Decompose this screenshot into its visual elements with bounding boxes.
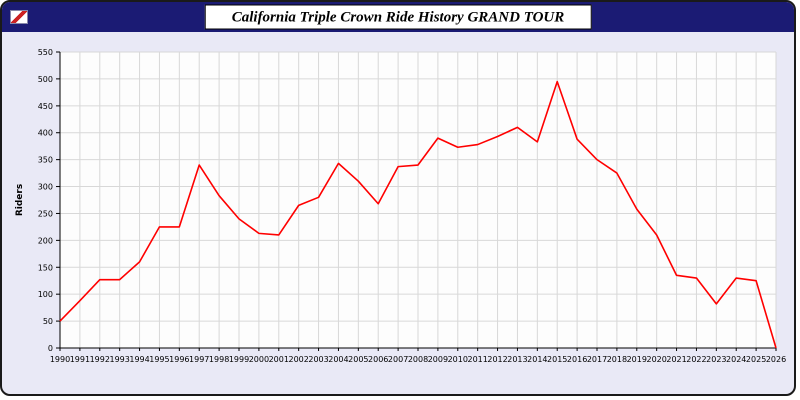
svg-text:2013: 2013 — [507, 355, 527, 364]
svg-text:1994: 1994 — [129, 355, 149, 364]
chart-container: 0 50 100 150 200 250 300 350 400 450 500 550 1990 199… — [2, 32, 794, 392]
svg-text:2021: 2021 — [666, 355, 686, 364]
svg-text:2000: 2000 — [249, 355, 269, 364]
title-bar: California Triple Crown Ride History GRA… — [2, 2, 794, 32]
svg-text:Riders: Riders — [15, 184, 25, 216]
svg-text:1995: 1995 — [149, 355, 169, 364]
svg-text:450: 450 — [38, 102, 53, 111]
svg-text:2012: 2012 — [487, 355, 507, 364]
svg-text:2002: 2002 — [288, 355, 308, 364]
svg-text:150: 150 — [38, 263, 53, 272]
svg-text:2006: 2006 — [368, 355, 388, 364]
svg-text:2003: 2003 — [308, 355, 328, 364]
svg-text:2025: 2025 — [746, 355, 766, 364]
svg-text:400: 400 — [38, 129, 53, 138]
svg-text:2014: 2014 — [527, 355, 547, 364]
svg-text:2008: 2008 — [408, 355, 428, 364]
svg-text:1996: 1996 — [169, 355, 189, 364]
svg-text:2010: 2010 — [448, 355, 468, 364]
svg-text:2015: 2015 — [547, 355, 567, 364]
svg-text:2020: 2020 — [646, 355, 666, 364]
svg-text:2026: 2026 — [766, 355, 786, 364]
svg-text:2017: 2017 — [587, 355, 607, 364]
svg-text:200: 200 — [38, 236, 53, 245]
svg-text:1997: 1997 — [189, 355, 209, 364]
svg-text:2011: 2011 — [467, 355, 487, 364]
svg-text:1993: 1993 — [109, 355, 129, 364]
svg-text:1998: 1998 — [209, 355, 229, 364]
svg-text:2022: 2022 — [686, 355, 706, 364]
svg-text:300: 300 — [38, 183, 53, 192]
svg-text:1999: 1999 — [229, 355, 249, 364]
svg-text:50: 50 — [43, 317, 53, 326]
svg-text:2005: 2005 — [348, 355, 368, 364]
svg-text:2001: 2001 — [269, 355, 289, 364]
svg-text:1992: 1992 — [90, 355, 110, 364]
svg-text:2018: 2018 — [607, 355, 627, 364]
svg-text:2023: 2023 — [706, 355, 726, 364]
svg-text:2004: 2004 — [328, 355, 348, 364]
svg-text:250: 250 — [38, 209, 53, 218]
svg-text:1991: 1991 — [70, 355, 90, 364]
svg-text:500: 500 — [38, 75, 53, 84]
window-icon — [10, 10, 28, 24]
svg-text:0: 0 — [48, 344, 53, 353]
svg-text:1990: 1990 — [50, 355, 70, 364]
svg-text:2019: 2019 — [627, 355, 647, 364]
svg-text:2007: 2007 — [388, 355, 408, 364]
title-text: California Triple Crown Ride History GRA… — [231, 9, 565, 26]
svg-text:2024: 2024 — [726, 355, 746, 364]
page-title: California Triple Crown Ride History GRA… — [204, 4, 592, 30]
svg-text:550: 550 — [38, 48, 53, 57]
svg-text:2016: 2016 — [567, 355, 587, 364]
svg-text:350: 350 — [38, 156, 53, 165]
svg-text:2009: 2009 — [428, 355, 448, 364]
svg-text:100: 100 — [38, 290, 53, 299]
